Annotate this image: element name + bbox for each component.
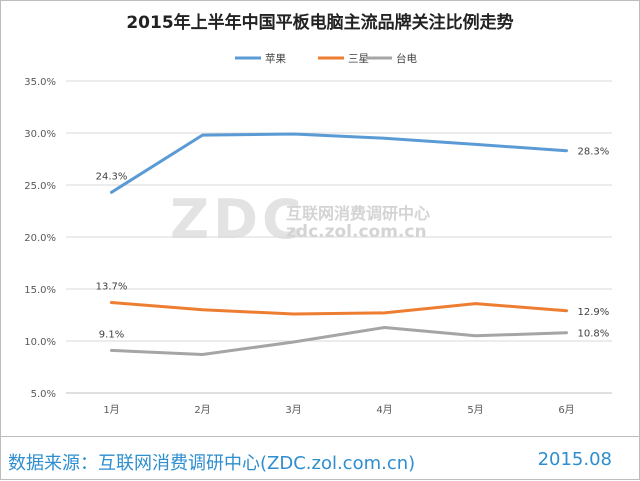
legend-label: 三星	[348, 53, 369, 65]
series-line-1	[110, 301, 568, 316]
x-tick-label: 5月	[467, 404, 483, 416]
y-axis: 5.0% 10.0% 15.0% 20.0% 25.0% 30.0% 35.0%	[24, 77, 56, 400]
x-tick-label: 1月	[103, 404, 119, 416]
x-tick-label: 3月	[285, 404, 301, 416]
grid-lines	[66, 80, 612, 394]
y-tick-label: 25.0%	[24, 181, 56, 192]
y-tick-label: 10.0%	[24, 337, 56, 348]
x-tick-label: 6月	[558, 404, 574, 416]
data-source-text: 数据来源：互联网消费调研中心(ZDC.zol.com.cn)	[8, 453, 416, 474]
legend-label: 苹果	[265, 52, 286, 65]
y-tick-label: 30.0%	[24, 129, 56, 140]
data-label: 13.7%	[96, 282, 128, 293]
x-tick-label: 2月	[194, 404, 210, 416]
date-text: 2015.08	[537, 449, 612, 470]
y-tick-label: 35.0%	[24, 77, 56, 88]
data-labels: 24.3% 28.3% 13.7% 12.9% 9.1% 10.8%	[96, 147, 610, 341]
data-label: 12.9%	[578, 307, 610, 318]
series-line-0	[110, 132, 568, 194]
y-tick-label: 5.0%	[31, 389, 56, 400]
watermark-logo: ZDC	[170, 188, 306, 251]
line-chart: 5.0% 10.0% 15.0% 20.0% 25.0% 30.0% 35.0% 1月 2月 3…	[24, 52, 612, 416]
chart-title: 2015年上半年中国平板电脑主流品牌关注比例走势	[126, 13, 514, 33]
series-lines	[110, 132, 568, 356]
x-tick-label: 4月	[376, 404, 392, 416]
watermark-cn: 互联网消费调研中心	[286, 204, 431, 223]
y-tick-label: 15.0%	[24, 285, 56, 296]
legend: 苹果 三星 台电	[235, 52, 417, 65]
data-label: 28.3%	[578, 147, 610, 158]
data-label: 10.8%	[578, 329, 610, 340]
y-tick-label: 20.0%	[24, 233, 56, 244]
data-label: 9.1%	[99, 329, 124, 340]
legend-label: 台电	[396, 52, 417, 65]
x-axis: 1月 2月 3月 4月 5月 6月	[103, 404, 574, 416]
footer: 数据来源：互联网消费调研中心(ZDC.zol.com.cn) 2015.08	[0, 436, 640, 481]
series-line-2	[110, 326, 568, 356]
data-label: 24.3%	[96, 171, 128, 182]
